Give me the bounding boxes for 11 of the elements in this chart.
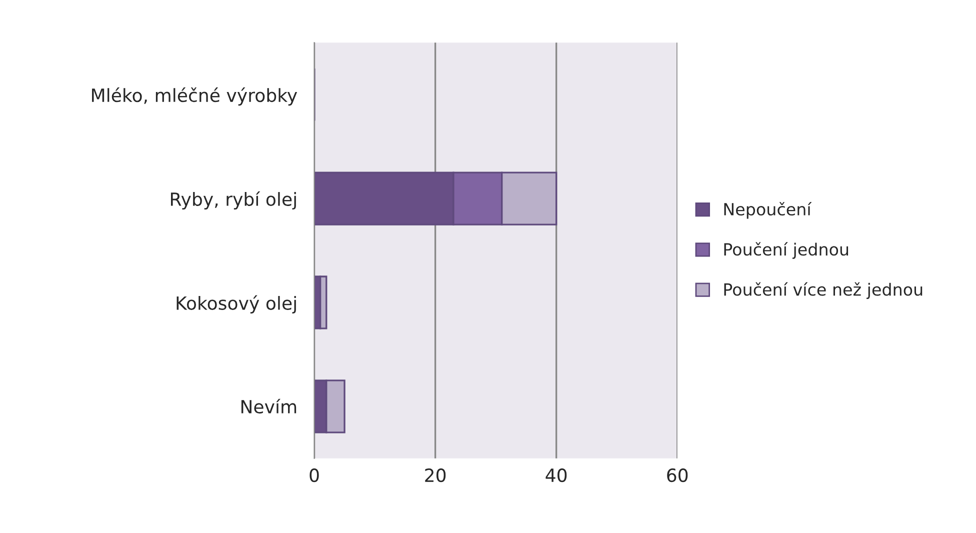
y-tick-label: Mléko, mléčné výrobky [92, 87, 298, 106]
legend-label: Nepoučení [724, 202, 812, 219]
y-tick-label: Nevím [241, 398, 296, 414]
x-tick-label: 60 [667, 468, 688, 482]
y-tick-label: Kokosový olej [176, 295, 296, 314]
x-tick-label: 0 [310, 468, 319, 482]
x-tick-label: 20 [425, 468, 446, 482]
y-tick-label: Ryby, rybí olej [170, 191, 296, 210]
legend-label: Poučení více než jednou [724, 282, 922, 300]
x-tick-label: 40 [546, 468, 567, 482]
legend-label: Poučení jednou [724, 242, 848, 259]
